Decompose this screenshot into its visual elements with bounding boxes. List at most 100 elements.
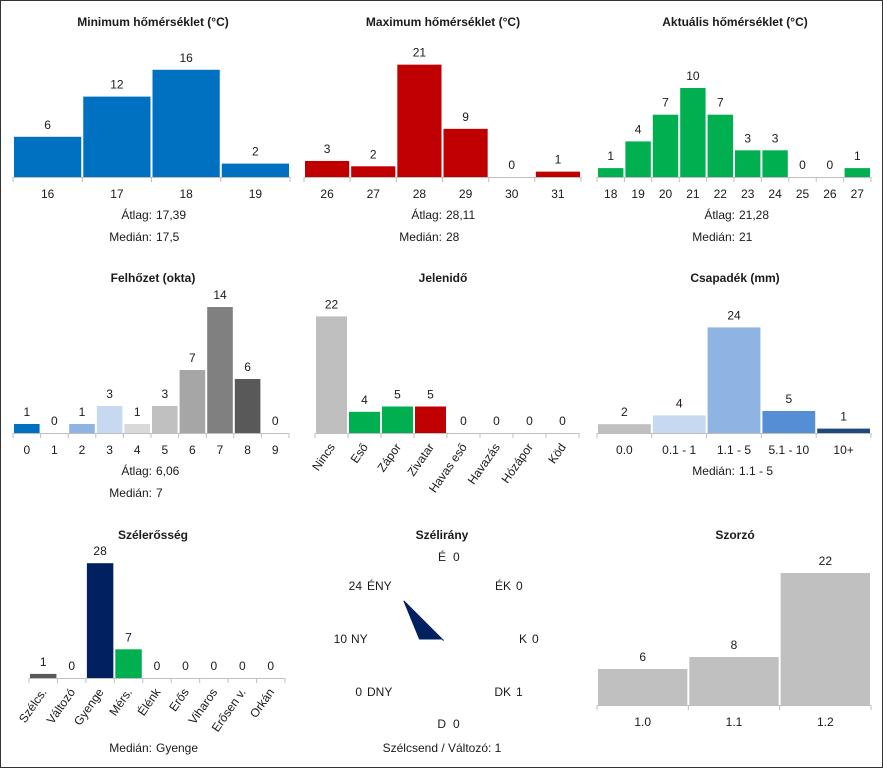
bar-5[interactable] — [152, 406, 178, 433]
direction-label: ÉK — [495, 578, 511, 593]
bar-17[interactable] — [83, 96, 151, 177]
data-label: 7 — [717, 96, 724, 110]
bar-Szélcs.[interactable] — [30, 673, 57, 678]
bar-27[interactable] — [351, 166, 396, 177]
tick-label: Eső — [348, 440, 372, 465]
data-label: 10 — [686, 69, 700, 83]
data-label: 0 — [211, 659, 218, 673]
bar-27[interactable] — [844, 168, 870, 177]
data-label: 2 — [252, 145, 259, 159]
stat-label: Medián: — [692, 464, 735, 478]
data-label: 0 — [182, 659, 189, 673]
chart-title: Minimum hőmérséklet (°C) — [77, 15, 229, 29]
wind-polygon[interactable] — [403, 600, 444, 641]
data-label: 0 — [267, 659, 274, 673]
bar-19[interactable] — [221, 163, 289, 177]
bar-24[interactable] — [762, 150, 788, 177]
tick-label: 1.2 — [817, 715, 834, 729]
bar-18[interactable] — [598, 168, 624, 177]
stat-label: Medián: — [692, 230, 735, 244]
bar-29[interactable] — [443, 128, 488, 177]
data-label: 1 — [607, 149, 614, 163]
tick-label: 30 — [505, 187, 519, 201]
stat-value: 28 — [446, 230, 460, 244]
stat-label: Átlag: — [704, 207, 735, 222]
data-label: 0 — [526, 414, 533, 428]
tick-label: 1.1 - 5 — [717, 443, 751, 457]
tick-label: 26 — [823, 187, 837, 201]
data-label: 12 — [110, 78, 124, 92]
bar-chart-4: Jelenidő22Nincs4Eső5Zápor5Zivatar0Havas … — [309, 271, 580, 495]
tick-label: 17 — [110, 187, 124, 201]
bar-Zivatar[interactable] — [415, 406, 446, 434]
bar-1.0[interactable] — [598, 669, 688, 705]
data-label: 0 — [239, 659, 246, 673]
data-label: 7 — [189, 351, 196, 365]
stat-value: 6,06 — [156, 464, 180, 478]
bar-chart-8: Szorzó 6 1.0 8 1.1 22 1.2 — [596, 528, 872, 729]
data-label: 24 — [727, 308, 741, 322]
stat-label: Átlag: — [121, 463, 152, 478]
data-label: 0 — [154, 659, 161, 673]
chart-title: Aktuális hőmérséklet (°C) — [662, 15, 808, 29]
bar-18[interactable] — [152, 69, 220, 177]
bar-23[interactable] — [735, 150, 761, 177]
data-label: 6 — [639, 650, 646, 664]
bar-10+[interactable] — [817, 428, 870, 433]
bar-1.2[interactable] — [780, 573, 870, 705]
bar-Mérs.[interactable] — [115, 649, 142, 678]
bar-16[interactable] — [14, 136, 82, 177]
direction-label: É — [438, 549, 446, 564]
bar-chart-1: Maximum hőmérséklet (°C) 3 26 2 27 21 28 9 29 0 30… — [303, 15, 582, 244]
bar-0[interactable] — [14, 424, 40, 433]
bar-0.1 - 1[interactable] — [652, 415, 706, 433]
bar-8[interactable] — [234, 379, 261, 433]
bar-6[interactable] — [179, 370, 206, 433]
bar-Nincs[interactable] — [316, 316, 347, 433]
bar-20[interactable] — [652, 114, 679, 177]
bar-1.1 - 5[interactable] — [707, 327, 761, 433]
bar-21[interactable] — [680, 88, 706, 177]
tick-label: 25 — [796, 187, 810, 201]
data-label: 1 — [555, 153, 562, 167]
direction-value: 10 — [334, 632, 348, 646]
data-label: 0 — [508, 158, 515, 172]
tick-label: 1.0 — [634, 715, 651, 729]
data-label: 3 — [106, 387, 113, 401]
tick-label: Havazás — [465, 441, 503, 487]
data-label: 22 — [325, 297, 339, 311]
data-label: 0 — [799, 158, 806, 172]
bar-1.1[interactable] — [689, 657, 779, 705]
data-label: 0 — [68, 659, 75, 673]
stat-value: 21,28 — [739, 208, 769, 222]
stat-label: Medián: — [109, 741, 152, 755]
bar-22[interactable] — [707, 114, 733, 177]
bar-3[interactable] — [96, 406, 123, 433]
data-label: 21 — [413, 46, 427, 60]
bar-chart-6: Szélerősség1Szélcs.0Változó28Gyenge7Mérs… — [16, 528, 286, 755]
bar-5.1 - 10[interactable] — [762, 411, 816, 433]
bar-Gyenge[interactable] — [86, 563, 114, 678]
stat-value: 28,11 — [446, 208, 475, 222]
bar-7[interactable] — [207, 307, 233, 433]
bar-2[interactable] — [69, 424, 95, 433]
data-label: 3 — [161, 387, 168, 401]
bar-4[interactable] — [124, 424, 150, 433]
bar-chart-5: Csapadék (mm) 2 0.0 4 0.1 - 1 24 1.1 - 5 5 5.1 -… — [596, 271, 872, 478]
bar-31[interactable] — [535, 171, 580, 177]
tick-label: 29 — [459, 187, 473, 201]
bar-0.0[interactable] — [598, 424, 651, 433]
data-label: 5 — [427, 388, 434, 402]
bar-19[interactable] — [625, 141, 651, 177]
stat-value: 17,5 — [156, 230, 180, 244]
data-label: 7 — [662, 96, 669, 110]
bar-28[interactable] — [397, 64, 442, 177]
tick-label: 16 — [41, 187, 55, 201]
data-label: 3 — [772, 131, 779, 145]
bar-Eső[interactable] — [349, 411, 380, 433]
chart-title: Csapadék (mm) — [690, 271, 779, 285]
tick-label: 27 — [851, 187, 865, 201]
bar-Zápor[interactable] — [382, 406, 413, 434]
stat-label: Medián: — [109, 230, 152, 244]
bar-26[interactable] — [305, 160, 350, 177]
